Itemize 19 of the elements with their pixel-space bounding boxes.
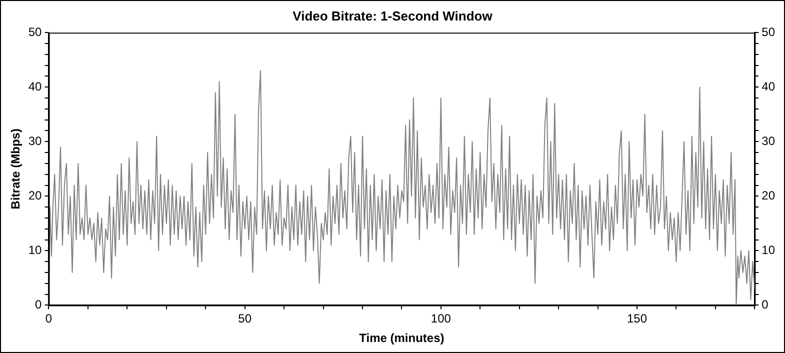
y-tick-label: 0 <box>35 298 42 312</box>
y2-tick-label: 20 <box>762 188 776 202</box>
y2-tick-label: 10 <box>762 242 776 257</box>
y2-tick-label: 50 <box>762 24 776 39</box>
x-tick-label: 150 <box>626 312 648 326</box>
y-tick-label: 10 <box>28 242 42 257</box>
x-tick-label: 50 <box>238 312 252 326</box>
x-tick-label: 100 <box>430 312 452 326</box>
x-axis-title: Time (minutes) <box>359 331 444 346</box>
y-tick-label: 20 <box>28 188 42 202</box>
chart-title: Video Bitrate: 1-Second Window <box>292 8 494 24</box>
y-axis-title: Bitrate (Mbps) <box>8 128 23 210</box>
y-tick-label: 40 <box>28 79 42 94</box>
y2-tick-label: 40 <box>762 79 776 94</box>
y2-tick-label: 30 <box>762 134 776 148</box>
x-tick-label: 0 <box>45 312 52 326</box>
y2-tick-label: 0 <box>762 298 769 312</box>
y-tick-label: 50 <box>28 24 42 39</box>
y-tick-label: 30 <box>28 134 42 148</box>
